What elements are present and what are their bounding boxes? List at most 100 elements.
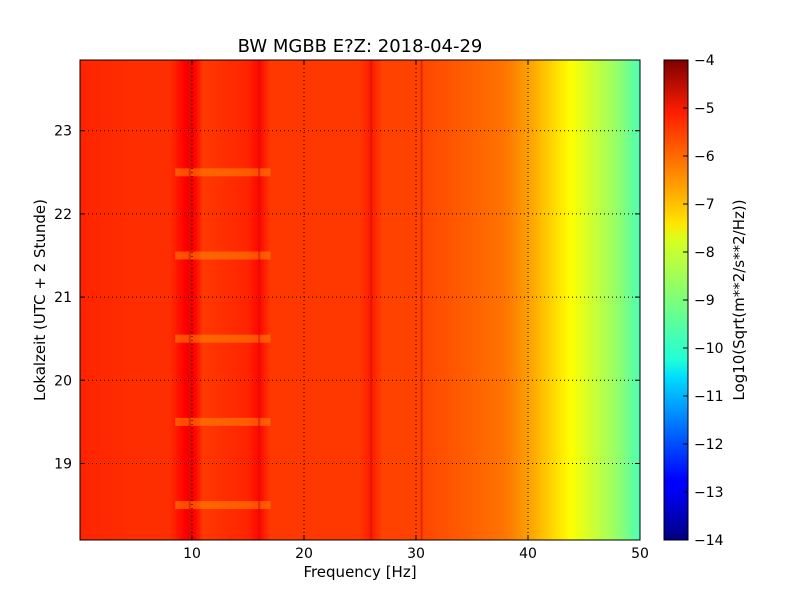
heatmap-bin: [544, 60, 547, 540]
heatmap-bin: [300, 60, 303, 540]
heatmap-bin: [126, 60, 129, 540]
heatmap-bin: [170, 60, 173, 540]
heatmap-bin: [308, 60, 311, 540]
heatmap-bin: [274, 60, 277, 540]
colorbar-ticks: −4 −5 −6 −7 −8 −9 −10 −11 −12 −13 −14: [683, 53, 724, 549]
heatmap-bin: [218, 60, 221, 540]
heatmap-bin: [534, 60, 537, 540]
heatmap-spectral-line: [258, 60, 261, 540]
heatmap-bin: [404, 60, 407, 540]
heatmap-bin: [516, 60, 519, 540]
heatmap-bin: [122, 60, 125, 540]
heatmap-spectral-line: [188, 60, 191, 540]
heatmap-bin: [346, 60, 349, 540]
heatmap-bin: [124, 60, 127, 540]
heatmap-bin: [630, 60, 633, 540]
heatmap-bin: [316, 60, 319, 540]
heatmap-bin: [508, 60, 511, 540]
colorbar-label: Log10(Sqrt(m**2/s**2/Hz)): [730, 199, 748, 400]
heatmap-bin: [540, 60, 543, 540]
heatmap-bin: [338, 60, 341, 540]
y-axis-label: Lokalzeit (UTC + 2 Stunde): [31, 199, 49, 401]
heatmap-bin: [444, 60, 447, 540]
heatmap-bin: [542, 60, 545, 540]
heatmap-bin: [574, 60, 577, 540]
heatmap-bin: [620, 60, 623, 540]
heatmap-bin: [82, 60, 85, 540]
heatmap-bin: [264, 60, 267, 540]
x-tick-label: 20: [295, 546, 313, 562]
heatmap-bin: [634, 60, 637, 540]
heatmap-bin: [228, 60, 231, 540]
heatmap-bin: [450, 60, 453, 540]
heatmap-bin: [374, 60, 377, 540]
heatmap-bin: [406, 60, 409, 540]
heatmap-bin: [468, 60, 471, 540]
heatmap-bin: [636, 60, 639, 540]
heatmap-bin: [286, 60, 289, 540]
colorbar-tick-label: −7: [694, 197, 715, 213]
heatmap-bin: [226, 60, 229, 540]
heatmap-bin: [116, 60, 119, 540]
heatmap-bin: [532, 60, 535, 540]
heatmap-bin: [154, 60, 157, 540]
heatmap-bin: [448, 60, 451, 540]
heatmap-bin: [376, 60, 379, 540]
y-tick-label: 22: [54, 207, 72, 223]
heatmap-bin: [358, 60, 361, 540]
heatmap-bin: [598, 60, 601, 540]
heatmap-bin: [422, 60, 425, 540]
heatmap-bin: [482, 60, 485, 540]
heatmap-bin: [84, 60, 87, 540]
heatmap-bin: [190, 60, 193, 540]
heatmap-bin: [238, 60, 241, 540]
heatmap-bin: [152, 60, 155, 540]
heatmap-bin: [164, 60, 167, 540]
heatmap-bin: [504, 60, 507, 540]
heatmap-bin: [584, 60, 587, 540]
heatmap-bin: [464, 60, 467, 540]
heatmap-bin: [244, 60, 247, 540]
heatmap-bin: [136, 60, 139, 540]
heatmap-bin: [536, 60, 539, 540]
heatmap-bin: [478, 60, 481, 540]
heatmap-bin: [390, 60, 393, 540]
heatmap-bin: [176, 60, 179, 540]
spectrogram-heatmap: [80, 60, 640, 540]
heatmap-bin: [262, 60, 265, 540]
heatmap-bin: [242, 60, 245, 540]
heatmap-bin: [446, 60, 449, 540]
heatmap-bin: [362, 60, 365, 540]
heatmap-bin: [628, 60, 631, 540]
heatmap-bin: [582, 60, 585, 540]
heatmap-bin: [474, 60, 477, 540]
heatmap-bin: [248, 60, 251, 540]
heatmap-bin: [606, 60, 609, 540]
colorbar-tick-label: −14: [694, 533, 724, 549]
chart-title: BW MGBB E?Z: 2018-04-29: [238, 36, 483, 57]
heatmap-bin: [268, 60, 271, 540]
heatmap-bin: [118, 60, 121, 540]
heatmap-bin: [442, 60, 445, 540]
heatmap-bin: [230, 60, 233, 540]
heatmap-bin: [518, 60, 521, 540]
heatmap-bin: [526, 60, 529, 540]
heatmap-bin: [382, 60, 385, 540]
x-tick-label: 50: [631, 546, 649, 562]
heatmap-bin: [530, 60, 533, 540]
heatmap-bin: [290, 60, 293, 540]
heatmap-bin: [210, 60, 213, 540]
colorbar-tick-label: −13: [694, 485, 724, 501]
heatmap-bin: [394, 60, 397, 540]
heatmap-bin: [580, 60, 583, 540]
heatmap-bin: [476, 60, 479, 540]
heatmap-bin: [436, 60, 439, 540]
heatmap-bin: [148, 60, 151, 540]
heatmap-bin: [160, 60, 163, 540]
heatmap-bin: [112, 60, 115, 540]
heatmap-bin: [326, 60, 329, 540]
heatmap-bin: [224, 60, 227, 540]
heatmap-bin: [624, 60, 627, 540]
heatmap-bin: [260, 60, 263, 540]
heatmap-bin: [318, 60, 321, 540]
